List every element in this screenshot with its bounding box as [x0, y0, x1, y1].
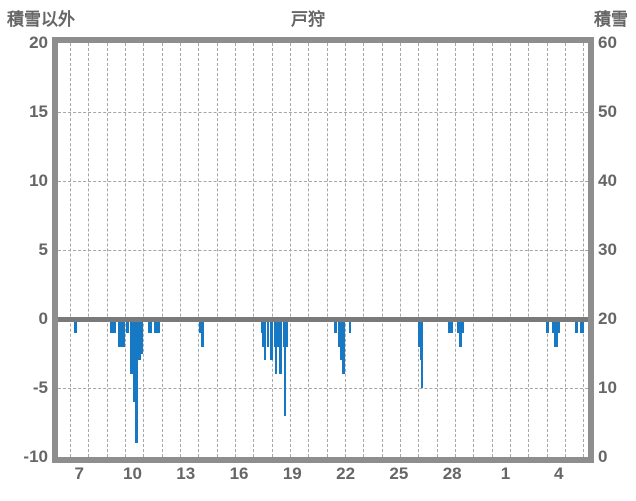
right-axis-tick-label: 50: [598, 102, 617, 121]
right-axis-tick-label: 10: [598, 378, 617, 397]
x-axis-tick-label: 1: [500, 464, 511, 483]
bar: [579, 319, 585, 333]
left-axis-tick-label: 20: [29, 33, 48, 52]
bar: [340, 319, 343, 361]
bar: [147, 319, 152, 333]
bar: [419, 319, 422, 361]
zero-line: [58, 317, 588, 322]
horizontal-gridline: [58, 112, 588, 113]
bar: [153, 319, 160, 333]
right-axis-tick-label: 60: [598, 33, 617, 52]
left-axis-tick-label: 15: [29, 102, 48, 121]
x-axis-tick-label: 4: [553, 464, 564, 483]
bar: [284, 319, 287, 416]
bar: [138, 319, 142, 361]
chart-title: 戸狩: [291, 10, 325, 29]
horizontal-gridline: [58, 250, 588, 251]
bar: [551, 319, 555, 333]
x-axis-tick-label: 16: [229, 464, 249, 483]
bar: [348, 319, 352, 333]
bar: [199, 319, 202, 333]
bar: [201, 319, 204, 347]
bar: [417, 319, 420, 347]
right-axis-title: 積雪: [594, 10, 628, 29]
horizontal-gridline: [58, 388, 588, 389]
bar: [557, 319, 560, 333]
bar: [447, 319, 454, 333]
bar: [74, 319, 77, 333]
bar: [456, 319, 459, 333]
bar: [132, 319, 135, 402]
bar: [546, 319, 549, 333]
bar: [134, 319, 139, 444]
left-axis-tick-label: 0: [38, 309, 48, 328]
horizontal-gridline: [58, 181, 588, 182]
x-axis-tick-label: 28: [442, 464, 462, 483]
x-axis-tick-label: 19: [282, 464, 302, 483]
left-axis-tick-label: -5: [32, 378, 48, 397]
left-axis-tick-label: 10: [29, 171, 48, 190]
bar: [282, 319, 285, 347]
bar: [262, 319, 265, 347]
bar: [574, 319, 579, 333]
bar: [278, 319, 283, 375]
x-axis-tick-label: 13: [176, 464, 196, 483]
right-axis-tick-label: 0: [598, 447, 608, 466]
bar: [554, 319, 558, 347]
bar: [260, 319, 263, 333]
bar: [421, 319, 424, 388]
bar: [458, 319, 462, 347]
x-axis-tick-label: 10: [123, 464, 142, 483]
bar: [286, 319, 289, 347]
bar: [125, 319, 130, 333]
left-axis-title: 積雪以外: [7, 10, 75, 29]
x-axis-tick-label: 25: [389, 464, 409, 483]
bar: [141, 319, 144, 354]
x-axis-tick-label: 22: [336, 464, 356, 483]
x-axis-tick-label: 7: [74, 464, 84, 483]
right-axis-tick-label: 30: [598, 240, 617, 259]
bar: [264, 319, 267, 361]
bar: [269, 319, 274, 361]
bar: [461, 319, 465, 333]
bar: [118, 319, 125, 347]
right-axis-tick-label: 20: [598, 309, 617, 328]
bar: [129, 319, 133, 375]
left-axis-tick-label: -10: [23, 447, 48, 466]
bar: [267, 319, 270, 347]
bar: [333, 319, 337, 333]
bar: [275, 319, 278, 375]
left-axis-tick-label: 5: [38, 240, 48, 259]
plot-area: [52, 37, 594, 463]
right-axis-tick-label: 40: [598, 171, 617, 190]
bar: [337, 319, 341, 347]
bar: [109, 319, 116, 333]
bar: [276, 319, 279, 347]
bar: [342, 319, 345, 375]
